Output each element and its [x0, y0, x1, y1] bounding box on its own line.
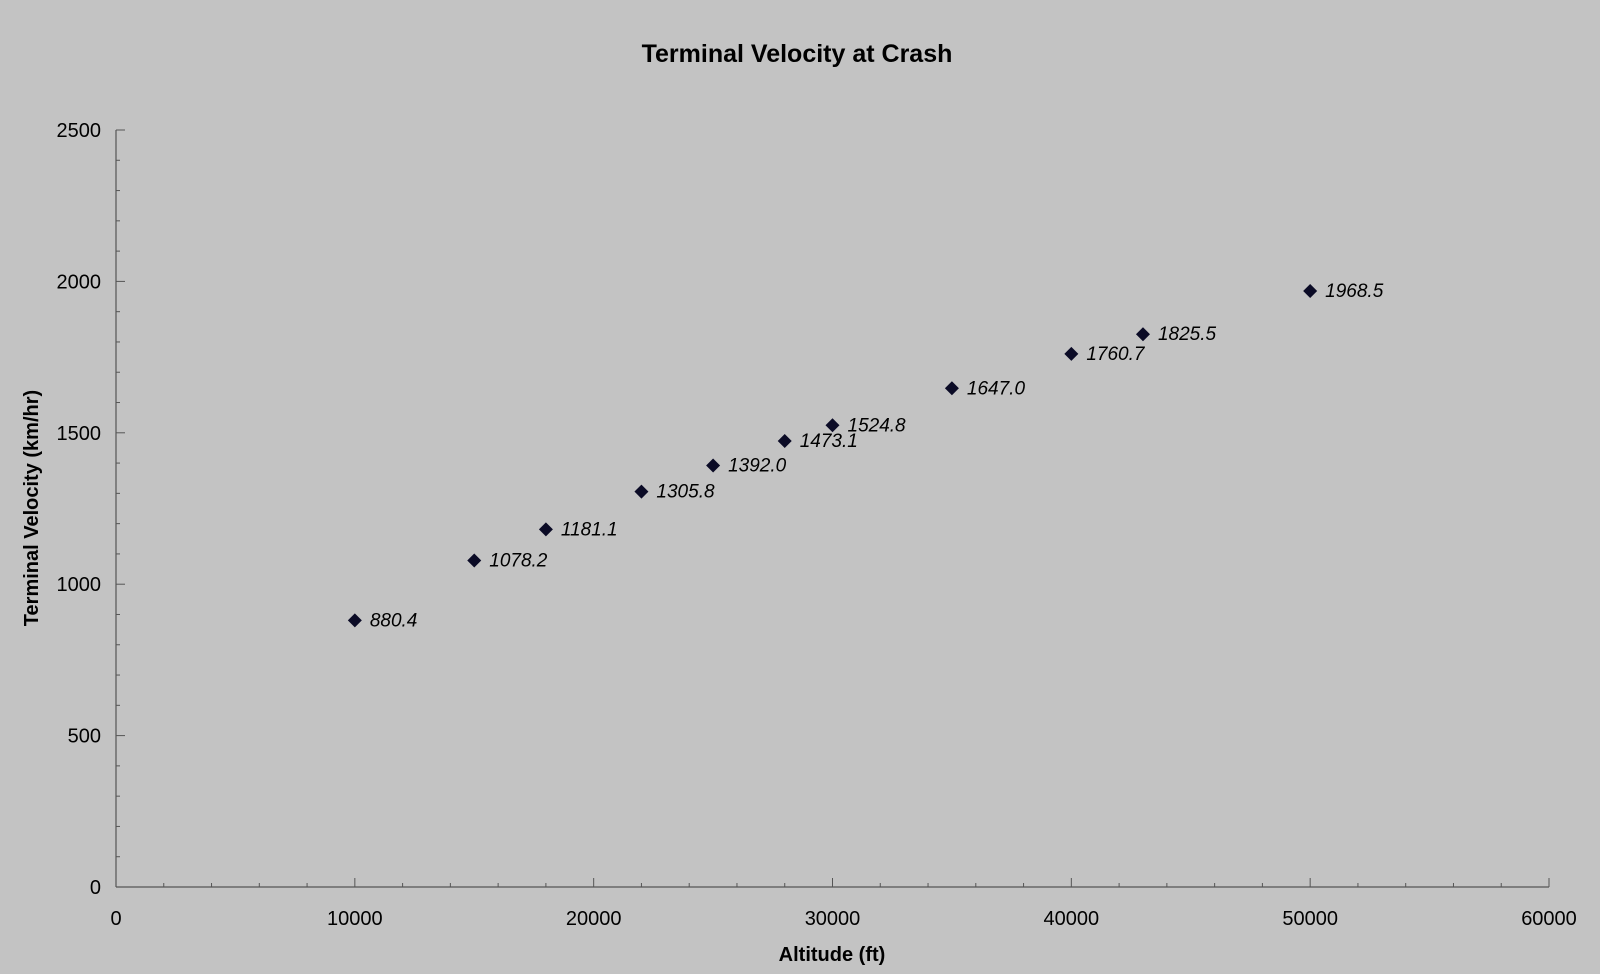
data-label: 1647.0: [967, 378, 1026, 399]
data-point: [825, 418, 840, 433]
y-tick-label: 2500: [57, 120, 102, 142]
data-point: [347, 613, 362, 628]
data-label: 880.4: [370, 610, 418, 631]
x-axis-title: Altitude (ft): [779, 944, 886, 966]
data-label: 1968.5: [1325, 281, 1384, 302]
x-tick-label: 60000: [1521, 908, 1577, 930]
y-tick-label: 500: [68, 726, 101, 748]
data-point: [706, 458, 721, 473]
data-point: [1303, 283, 1318, 298]
data-label: 1181.1: [561, 519, 618, 540]
data-point: [777, 433, 792, 448]
data-point: [1135, 327, 1150, 342]
data-label: 1473.1: [800, 431, 858, 452]
x-tick-label: 50000: [1282, 908, 1338, 930]
data-label: 1760.7: [1086, 344, 1146, 365]
chart-title: Terminal Velocity at Crash: [642, 40, 953, 68]
data-label: 1392.0: [728, 456, 787, 477]
data-point: [467, 553, 482, 568]
x-tick-label: 0: [110, 908, 121, 930]
x-tick-label: 10000: [327, 908, 383, 930]
data-points: [347, 283, 1318, 628]
data-label: 1524.8: [848, 415, 907, 436]
x-tick-label: 20000: [566, 908, 622, 930]
data-labels: 880.4 1078.2 1181.1 1305.8 1392.0 1473.11524.…: [370, 281, 1384, 631]
data-label: 1305.8: [656, 482, 715, 503]
data-point: [538, 522, 553, 537]
x-tick-label: 40000: [1044, 908, 1100, 930]
y-axis-title: Terminal Velocity (km/hr): [21, 390, 43, 626]
y-axis-ticks: 0 500 1000 1500 2000 2500: [57, 120, 125, 899]
data-point: [1064, 346, 1079, 361]
data-point: [634, 484, 649, 499]
x-tick-label: 30000: [805, 908, 861, 930]
y-tick-label: 0: [90, 877, 101, 899]
data-label: 1825.5: [1158, 324, 1217, 345]
y-tick-label: 1000: [57, 574, 102, 596]
x-axis-ticks: 0 10000 20000 30000 40000 50000 60000: [110, 878, 1577, 930]
y-tick-label: 2000: [57, 271, 102, 293]
data-point: [944, 381, 959, 396]
data-label: 1078.2: [489, 551, 548, 572]
y-tick-label: 1500: [57, 423, 102, 445]
